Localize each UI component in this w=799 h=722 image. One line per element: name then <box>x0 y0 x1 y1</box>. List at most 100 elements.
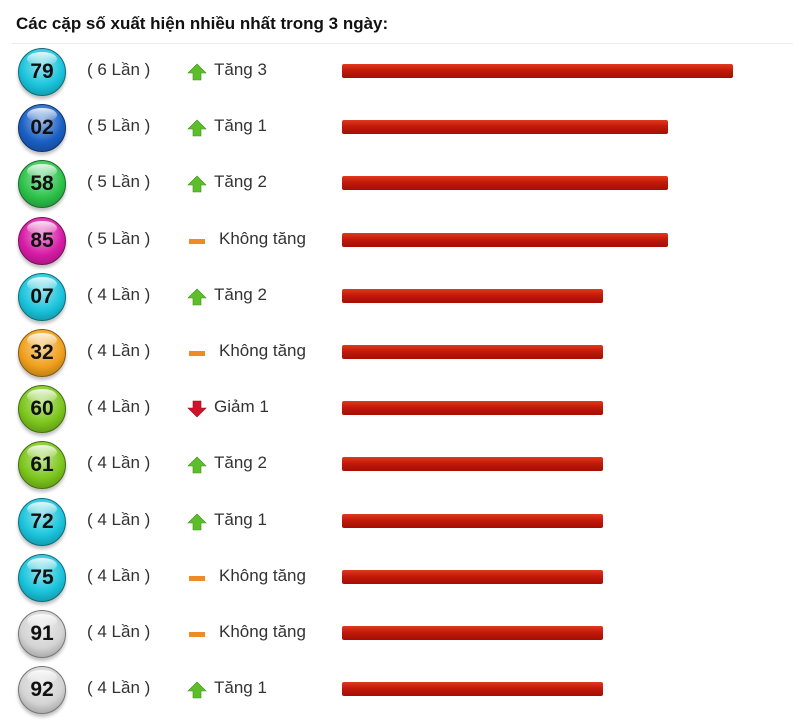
up-arrow-icon <box>187 63 207 81</box>
ball-highlight <box>27 52 57 66</box>
panel-title: Các cặp số xuất hiện nhiều nhất trong 3 … <box>16 14 389 33</box>
number-label: 58 <box>30 172 54 196</box>
trend-label: Tăng 1 <box>214 678 267 698</box>
ball-highlight <box>27 276 57 291</box>
frequency-bar <box>342 288 603 303</box>
title-divider <box>12 43 793 44</box>
dash-icon <box>189 350 205 356</box>
number-ball: 85 <box>18 216 66 265</box>
up-arrow-icon <box>187 288 207 306</box>
occurrence-count: ( 4 Lần ) <box>87 565 151 585</box>
list-item: 07 ( 4 Lần ) Tăng 2 <box>0 267 799 323</box>
number-label: 85 <box>30 228 54 252</box>
number-ball: 75 <box>18 553 66 602</box>
frequency-bar <box>342 64 733 78</box>
trend-label: Tăng 3 <box>214 60 267 79</box>
list-item: 02 ( 5 Lần ) Tăng 1 <box>0 98 799 154</box>
dash-icon <box>189 631 205 637</box>
up-arrow-icon <box>187 119 207 137</box>
frequency-bar <box>342 176 668 191</box>
number-label: 72 <box>30 509 54 533</box>
dash-icon <box>189 575 205 581</box>
down-arrow-icon <box>187 400 207 418</box>
ball-highlight <box>27 613 57 628</box>
number-ball: 07 <box>18 272 66 321</box>
occurrence-count: ( 4 Lần ) <box>87 453 151 473</box>
number-ball: 60 <box>18 385 66 434</box>
number-label: 92 <box>30 678 54 702</box>
occurrence-count: ( 4 Lần ) <box>87 284 151 304</box>
frequency-bar <box>342 457 603 472</box>
frequency-bar <box>342 682 603 697</box>
frequency-bar <box>342 625 603 640</box>
number-ball: 72 <box>18 497 66 546</box>
number-ball: 32 <box>18 328 66 377</box>
trend-label: Tăng 2 <box>214 284 267 304</box>
trend-label: Không tăng <box>219 340 306 360</box>
occurrence-count: ( 6 Lần ) <box>87 60 151 79</box>
occurrence-count: ( 5 Lần ) <box>87 228 151 248</box>
number-label: 02 <box>30 116 54 140</box>
number-label: 91 <box>30 621 54 645</box>
number-label: 61 <box>30 453 54 477</box>
frequency-bar <box>342 569 603 584</box>
number-label: 07 <box>30 284 54 308</box>
ball-highlight <box>27 557 57 572</box>
ball-highlight <box>27 445 57 460</box>
number-label: 75 <box>30 565 54 589</box>
up-arrow-icon <box>187 456 207 474</box>
ball-highlight <box>27 389 57 404</box>
trend-label: Giảm 1 <box>214 397 269 417</box>
number-label: 79 <box>30 60 54 83</box>
number-ball: 02 <box>18 104 66 153</box>
number-ball: 91 <box>18 609 66 658</box>
frequency-bar <box>342 344 603 359</box>
trend-label: Tăng 1 <box>214 509 267 529</box>
trend-label: Không tăng <box>219 621 306 641</box>
occurrence-count: ( 5 Lần ) <box>87 116 151 136</box>
up-arrow-icon <box>187 681 207 699</box>
up-arrow-icon <box>187 513 207 530</box>
occurrence-count: ( 4 Lần ) <box>87 397 151 417</box>
number-ball: 79 <box>18 48 66 96</box>
number-ball: 92 <box>18 666 66 715</box>
trend-label: Tăng 2 <box>214 453 267 473</box>
ball-highlight <box>27 164 57 179</box>
dash-icon <box>189 238 205 244</box>
list-item: 85 ( 5 Lần ) Không tăng <box>0 211 799 267</box>
occurrence-count: ( 5 Lần ) <box>87 172 151 192</box>
ball-highlight <box>27 332 57 347</box>
frequency-bar <box>342 513 603 528</box>
occurrence-count: ( 4 Lần ) <box>87 621 151 641</box>
occurrence-count: ( 4 Lần ) <box>87 340 151 360</box>
list-item: 72 ( 4 Lần ) Tăng 1 <box>0 492 799 548</box>
trend-label: Tăng 2 <box>214 172 267 192</box>
list-item: 92 ( 4 Lần ) Tăng 1 <box>0 660 799 716</box>
list-item: 91 ( 4 Lần ) Không tăng <box>0 604 799 660</box>
number-pair-list: 79 ( 6 Lần ) Tăng 3 02 ( 5 Lần ) Tăng 1 58 ( 5 … <box>0 42 799 716</box>
trend-label: Không tăng <box>219 228 306 248</box>
trend-label: Tăng 1 <box>214 116 267 136</box>
list-item: 32 ( 4 Lần ) Không tăng <box>0 323 799 379</box>
occurrence-count: ( 4 Lần ) <box>87 509 151 529</box>
up-arrow-icon <box>187 175 207 193</box>
list-item: 79 ( 6 Lần ) Tăng 3 <box>0 42 799 98</box>
number-ball: 61 <box>18 441 66 490</box>
list-item: 58 ( 5 Lần ) Tăng 2 <box>0 154 799 210</box>
frequency-bar <box>342 120 668 135</box>
trend-label: Không tăng <box>219 565 306 585</box>
list-item: 75 ( 4 Lần ) Không tăng <box>0 548 799 604</box>
number-label: 60 <box>30 397 54 421</box>
number-ball: 58 <box>18 160 66 209</box>
ball-highlight <box>27 501 57 516</box>
number-label: 32 <box>30 340 54 364</box>
frequency-bar <box>342 232 668 247</box>
list-item: 60 ( 4 Lần ) Giảm 1 <box>0 379 799 435</box>
occurrence-count: ( 4 Lần ) <box>87 678 151 698</box>
frequency-bar <box>342 401 603 416</box>
ball-highlight <box>27 220 57 235</box>
ball-highlight <box>27 108 57 123</box>
ball-highlight <box>27 670 57 685</box>
list-item: 61 ( 4 Lần ) Tăng 2 <box>0 435 799 491</box>
